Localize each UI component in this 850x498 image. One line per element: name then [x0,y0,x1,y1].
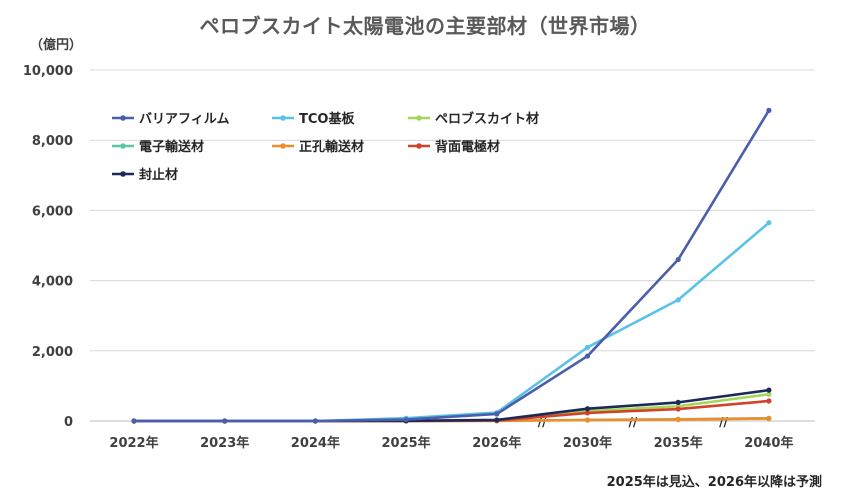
data-point [584,417,591,423]
legend-label: TCO基板 [299,111,355,127]
legend-swatch-marker [120,143,126,149]
legend-swatch-marker [120,115,126,121]
data-point [675,406,681,412]
axis-break-mark: // [628,415,637,429]
x-tick-label: 2040年 [744,435,793,451]
x-tick-label: 2035年 [654,435,703,451]
data-point [494,411,500,417]
series-line [134,109,771,423]
y-tick-label: 10,000 [23,64,73,79]
legend-label: 正孔輸送材 [299,139,364,155]
axis-break-mark: // [538,415,547,429]
data-point [766,107,772,113]
y-tick-label: 2,000 [32,345,73,360]
data-point [584,406,591,412]
y-tick-label: 0 [64,415,73,430]
x-tick-label: 2023年 [200,435,249,451]
axes: 0 2,000 4,000 6,000 8,000 10,000 2022年 2023年 202… [23,64,794,451]
legend-label: 背面電極材 [435,139,500,155]
legend-swatch-marker [416,143,422,149]
data-point [766,391,772,397]
data-point [584,353,591,359]
data-point [766,387,772,393]
data-point [312,418,318,424]
x-tick-label: 2030年 [563,435,612,451]
y-tick-label: 6,000 [32,204,73,219]
data-point [675,256,681,263]
axis-break-mark: // [719,415,728,429]
data-point [675,416,681,423]
x-tick-label: 2026年 [472,435,521,451]
legend-swatch-marker [416,115,422,121]
legend-swatch-marker [120,171,126,177]
chart-footnote: 2025年は見込、2026年以降は予測 [606,475,822,490]
data-point [675,297,681,303]
x-tick-label: 2024年 [291,435,340,451]
series-lines [131,107,772,424]
data-point [494,417,500,423]
legend-swatch-marker [280,143,286,149]
legend-label: バリアフィルム [139,112,229,127]
legend-label: 封止材 [139,167,178,183]
legend-label: ペロブスカイト材 [435,111,539,127]
data-point [766,415,772,422]
data-point [222,418,228,424]
data-point [131,418,137,424]
chart-title: ペロブスカイト太陽電池の主要部材（世界市場） [199,14,651,38]
y-tick-label: 4,000 [32,275,73,290]
data-point [766,398,772,404]
data-point [584,410,591,416]
data-point [675,399,681,405]
data-point [584,344,591,350]
legend-label: 電子輸送材 [139,139,204,155]
data-point [766,220,772,226]
data-point [403,416,409,423]
x-tick-label: 2025年 [382,435,431,451]
y-tick-label: 8,000 [32,134,73,149]
x-tick-label: 2022年 [109,435,158,451]
series-line [134,221,770,423]
y-axis-unit-label: （億円） [30,38,83,53]
legend-swatch-marker [280,115,286,121]
